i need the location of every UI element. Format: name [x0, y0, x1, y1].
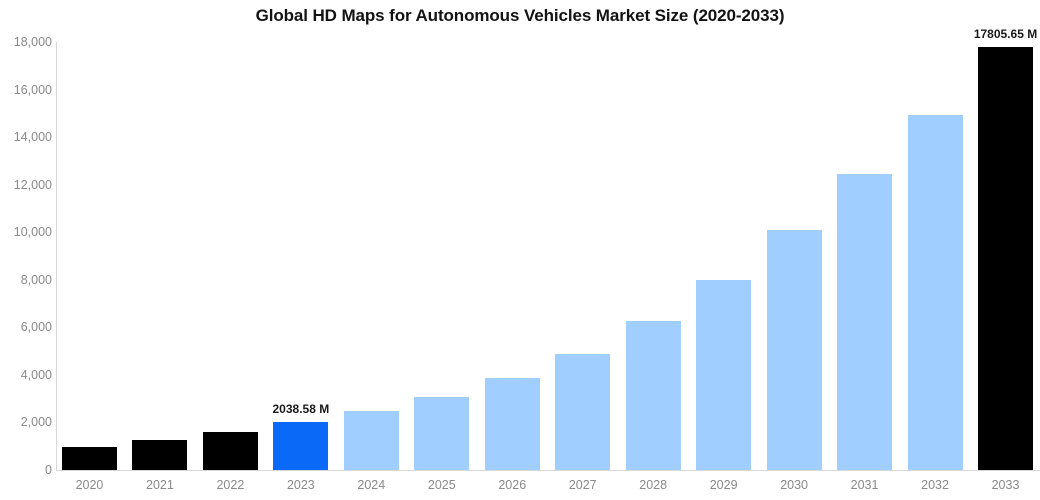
- x-axis-tick-2021: 2021: [146, 478, 174, 492]
- x-axis-tick-2020: 2020: [75, 478, 104, 492]
- bar-2030[interactable]: [766, 229, 822, 470]
- bar-2033[interactable]: [978, 46, 1033, 470]
- bar-2031[interactable]: [837, 173, 893, 470]
- y-axis-tick-12000: 12,000: [13, 177, 52, 192]
- x-axis-tick-2022: 2022: [216, 478, 245, 492]
- y-axis-line: [56, 42, 57, 470]
- bar-2029[interactable]: [696, 279, 752, 470]
- x-axis-tick-2025: 2025: [427, 478, 456, 492]
- y-axis-tick-18000: 18,000: [13, 35, 52, 49]
- bar-2026[interactable]: [484, 378, 540, 470]
- bars-layer: [62, 46, 1033, 470]
- y-axis-tick-labels: 0 2,000 4,000 6,000 8,000 10,000 12,000 14,000 1…: [0, 0, 52, 500]
- x-axis-tick-2033: 2033: [991, 478, 1020, 492]
- chart-title: Global HD Maps for Autonomous Vehicles M…: [255, 6, 785, 25]
- x-axis-tick-2023: 2023: [286, 478, 315, 492]
- bar-2024[interactable]: [343, 411, 399, 470]
- bar-value-label-2033: 17805.65 M: [973, 26, 1038, 41]
- bar-2022[interactable]: [202, 432, 258, 470]
- x-axis-tick-2030: 2030: [780, 478, 809, 492]
- bar-value-label-2023: 2038.58 M: [272, 401, 330, 416]
- y-axis-tick-6000: 6,000: [20, 320, 52, 335]
- y-axis-tick-2000: 2,000: [20, 415, 52, 430]
- y-axis-tick-16000: 16,000: [13, 82, 52, 97]
- bar-2021[interactable]: [132, 440, 188, 470]
- x-axis-tick-2029: 2029: [709, 478, 738, 492]
- x-axis-tick-2032: 2032: [921, 478, 949, 492]
- x-axis-tick-2024: 2024: [357, 478, 386, 492]
- y-axis-tick-14000: 14,000: [13, 130, 52, 145]
- y-axis-tick-4000: 4,000: [20, 367, 52, 382]
- bar-2023[interactable]: [273, 421, 329, 470]
- bar-2025[interactable]: [414, 397, 470, 470]
- x-axis-tick-2031: 2031: [850, 478, 879, 492]
- x-axis-tick-2027: 2027: [568, 478, 597, 492]
- bar-2028[interactable]: [625, 320, 681, 470]
- y-axis-tick-0: 0: [45, 463, 52, 477]
- bar-2020[interactable]: [62, 447, 117, 470]
- bar-2027[interactable]: [555, 353, 611, 470]
- bar-2032[interactable]: [907, 114, 963, 470]
- y-axis-tick-8000: 8,000: [20, 272, 52, 287]
- x-axis-tick-2026: 2026: [498, 478, 527, 492]
- x-axis-tick-2028: 2028: [639, 478, 668, 492]
- x-axis-line: [56, 470, 1040, 471]
- y-axis-tick-10000: 10,000: [13, 225, 52, 240]
